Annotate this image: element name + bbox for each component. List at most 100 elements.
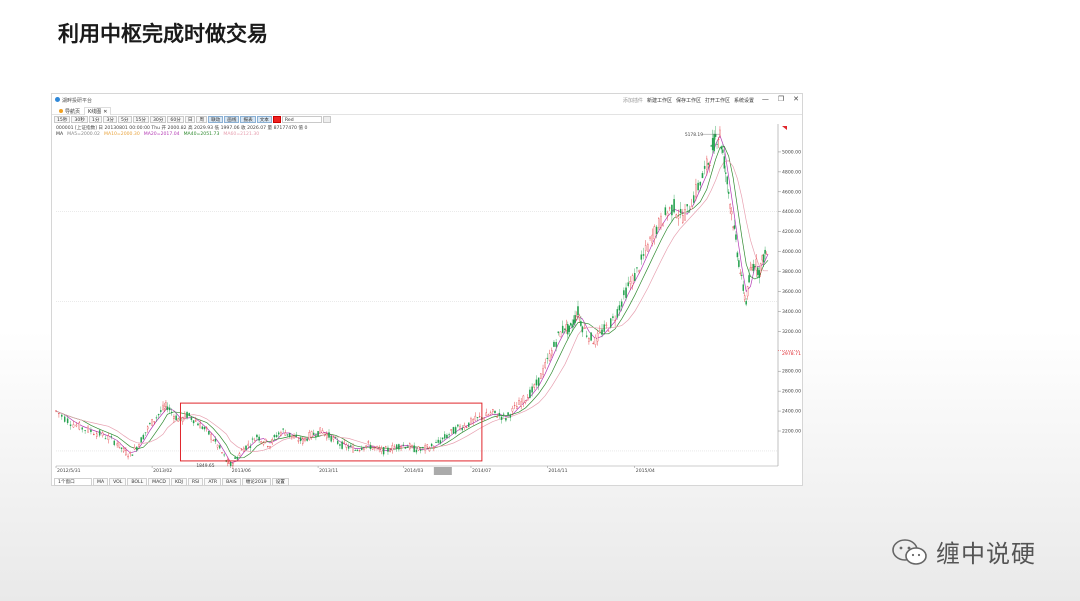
system-settings-link[interactable]: 系统设置: [733, 98, 754, 104]
candle: [574, 315, 576, 323]
candle: [192, 420, 195, 424]
window-select[interactable]: 1个窗口: [54, 478, 92, 486]
candle: [459, 425, 461, 429]
candle: [69, 424, 72, 426]
candle: [101, 432, 104, 436]
candle: [350, 445, 352, 447]
candle: [666, 212, 669, 216]
period-15m-button[interactable]: 15分: [132, 116, 149, 123]
mode-draw-button[interactable]: 画线: [224, 116, 240, 123]
candle: [746, 286, 749, 297]
period-day-button[interactable]: 日: [184, 116, 196, 123]
candle: [175, 415, 177, 421]
candle: [162, 404, 164, 410]
candle: [110, 436, 113, 438]
save-workspace-link[interactable]: 保存工作区: [675, 98, 701, 104]
period-1m-button[interactable]: 1分: [88, 116, 103, 123]
color-select[interactable]: Red: [281, 116, 322, 123]
candle: [709, 165, 711, 166]
period-3m-button[interactable]: 3分: [103, 116, 117, 123]
candle: [618, 305, 621, 311]
indicator-settings-button[interactable]: 设置: [271, 478, 289, 486]
candle: [293, 435, 295, 439]
period-15s-button[interactable]: 15秒: [54, 116, 71, 123]
ma20-line: [55, 134, 769, 464]
candle: [269, 446, 271, 448]
candle: [278, 432, 280, 435]
candle: [583, 327, 586, 329]
candle: [146, 426, 149, 430]
y-tick-label: 2800.00: [782, 369, 801, 375]
indicator-macd-button[interactable]: MACD: [148, 478, 170, 486]
close-icon[interactable]: ✕: [793, 95, 799, 103]
mode-link-button[interactable]: 联动: [208, 116, 224, 123]
candle: [647, 244, 649, 252]
tab-close-icon[interactable]: ✕: [103, 108, 108, 115]
candle: [321, 430, 324, 434]
mode-report-button[interactable]: 报表: [240, 116, 256, 123]
y-tick-label: 3400.00: [782, 309, 801, 315]
candle: [63, 416, 66, 422]
kline-chart[interactable]: 5000.00 4800.00 4600.00 4400.00 4200.00 4000.…: [52, 94, 804, 478]
candle: [741, 274, 743, 276]
candle: [129, 452, 132, 454]
candle: [367, 441, 370, 443]
candle: [136, 446, 138, 451]
period-30m-button[interactable]: 30分: [149, 116, 167, 123]
candle: [336, 440, 339, 444]
highlight-box: [179, 402, 483, 462]
indicator-boll-button[interactable]: BOLL: [127, 478, 148, 486]
period-week-button[interactable]: 周: [196, 116, 208, 123]
add-plugin-link[interactable]: 添加插件: [622, 98, 643, 104]
high-annotation: 5178.19: [685, 132, 703, 138]
open-workspace-link[interactable]: 打开工作区: [704, 98, 730, 104]
candle: [660, 215, 662, 228]
period-60m-button[interactable]: 60分: [167, 116, 184, 123]
y-tick-label: 2400.00: [782, 409, 801, 415]
minimize-icon[interactable]: —: [761, 95, 769, 103]
indicator-bais-button[interactable]: BAIS: [222, 478, 241, 486]
ma-legend-item: MA10=2000.30: [103, 132, 140, 137]
period-5m-button[interactable]: 5分: [117, 116, 132, 123]
indicator-kdj-button[interactable]: KDJ: [170, 478, 187, 486]
ma-legend-item: MA20=2017.04: [143, 132, 180, 137]
candle: [155, 417, 158, 419]
indicator-rsi-button[interactable]: RSI: [187, 478, 204, 486]
candle: [625, 287, 627, 298]
chevron-down-icon[interactable]: [322, 116, 331, 123]
candle: [540, 373, 542, 379]
candle: [96, 433, 98, 437]
candle: [199, 423, 201, 429]
restore-icon[interactable]: ❐: [777, 95, 785, 103]
new-workspace-link[interactable]: 新建工作区: [646, 98, 672, 104]
indicator-ma-button[interactable]: MA: [93, 478, 109, 486]
candle: [58, 413, 60, 415]
candle: [201, 426, 204, 429]
window-controls: — ❐ ✕: [762, 95, 799, 103]
indicator-atr-button[interactable]: ATR: [204, 478, 222, 486]
candle: [247, 443, 249, 446]
candle: [578, 315, 581, 318]
tab-navigation[interactable]: 导航页: [56, 107, 83, 115]
indicator-chanlun-button[interactable]: 缠论2019: [241, 478, 271, 486]
candle: [302, 438, 304, 444]
candle: [190, 417, 193, 420]
indicator-vol-button[interactable]: VOL: [109, 478, 127, 486]
candle: [487, 414, 490, 416]
candle: [522, 395, 525, 404]
candle: [339, 444, 341, 446]
mode-text-button[interactable]: 文本: [256, 116, 272, 123]
candle: [511, 408, 514, 412]
candle: [245, 445, 247, 450]
candle: [212, 439, 215, 441]
slide-title: 利用中枢完成时做交易: [58, 22, 268, 46]
candle: [572, 319, 575, 325]
color-swatch[interactable]: [272, 116, 281, 123]
candle: [571, 324, 573, 328]
tab-kline[interactable]: K线图 ✕: [84, 107, 112, 115]
candle: [236, 457, 239, 460]
candle: [745, 300, 747, 305]
candle: [640, 254, 643, 260]
candle: [166, 406, 169, 410]
period-30s-button[interactable]: 30秒: [71, 116, 88, 123]
